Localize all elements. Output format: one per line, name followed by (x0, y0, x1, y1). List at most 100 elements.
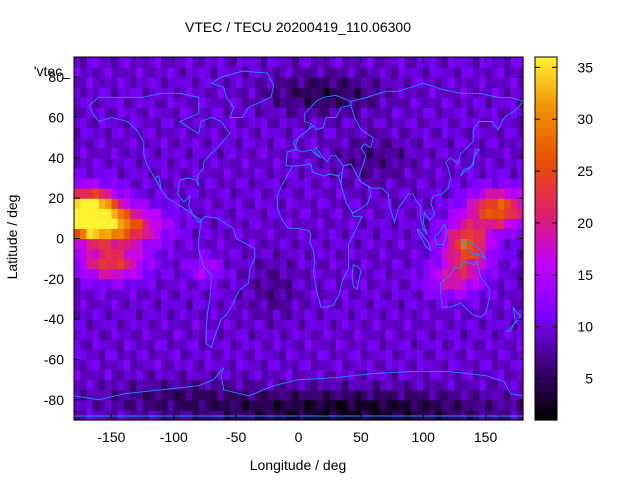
heatmap-cell (130, 409, 137, 421)
heatmap-cell (460, 399, 468, 411)
heatmap-cell (211, 147, 219, 159)
heatmap-cell (204, 117, 212, 129)
heatmap-cell (479, 97, 487, 109)
heatmap-cell (335, 349, 343, 361)
heatmap-cell (248, 137, 256, 149)
heatmap-cell (329, 67, 337, 78)
heatmap-cell (404, 258, 412, 270)
heatmap-cell (204, 268, 212, 280)
heatmap-cell (504, 178, 512, 189)
colorbar-segment (535, 141, 557, 146)
heatmap-cell (123, 147, 131, 159)
heatmap-cell (510, 389, 518, 401)
heatmap-cell (267, 77, 275, 88)
heatmap-cell (111, 188, 119, 199)
heatmap-cell (211, 258, 219, 270)
heatmap-cell (192, 218, 200, 230)
heatmap-cell (298, 208, 306, 219)
heatmap-cell (398, 238, 406, 250)
heatmap-cell (491, 77, 499, 88)
heatmap-cell (504, 218, 512, 230)
heatmap-cell (236, 167, 243, 179)
heatmap-cell (279, 208, 287, 219)
heatmap-cell (105, 107, 113, 119)
heatmap-cell (161, 77, 169, 88)
heatmap-cell (192, 208, 200, 219)
heatmap-cell (454, 178, 462, 189)
heatmap-cell (466, 319, 474, 330)
heatmap-cell (229, 57, 237, 68)
heatmap-cell (342, 208, 349, 219)
heatmap-cell (248, 309, 256, 320)
heatmap-cell (86, 349, 94, 361)
heatmap-cell (80, 127, 88, 139)
heatmap-cell (448, 369, 456, 381)
heatmap-cell (454, 268, 462, 280)
heatmap-cell (385, 268, 393, 280)
heatmap-cell (435, 107, 443, 119)
heatmap-cell (211, 117, 219, 129)
colorbar-segment (535, 202, 557, 206)
heatmap-cell (123, 278, 131, 290)
colorbar-segment (535, 187, 557, 191)
heatmap-cell (248, 399, 256, 411)
heatmap-cell (130, 157, 137, 169)
heatmap-cell (254, 157, 262, 169)
heatmap-cell (217, 137, 225, 149)
heatmap-cell (479, 137, 487, 149)
heatmap-cell (223, 157, 231, 169)
heatmap-cell (404, 319, 412, 330)
heatmap-cell (86, 67, 94, 78)
heatmap-cell (254, 188, 262, 199)
heatmap-cell (373, 278, 381, 290)
heatmap-cell (410, 319, 418, 330)
heatmap-cell (86, 399, 94, 411)
heatmap-cell (80, 218, 88, 230)
heatmap-cell (92, 379, 100, 391)
heatmap-cell (261, 299, 268, 310)
heatmap-cell (98, 359, 106, 371)
heatmap-cell (498, 218, 505, 230)
heatmap-cell (130, 369, 137, 381)
heatmap-cell (435, 167, 443, 179)
heatmap-cell (310, 157, 318, 169)
heatmap-cell (423, 188, 431, 199)
heatmap-cell (479, 238, 487, 250)
heatmap-cell (261, 137, 268, 149)
heatmap-cell (211, 77, 219, 88)
heatmap-cell (342, 137, 349, 149)
y-tick-label: -40 (44, 311, 64, 327)
heatmap-cell (142, 369, 150, 381)
heatmap-cell (180, 77, 187, 88)
heatmap-cell (392, 369, 399, 381)
heatmap-cell (416, 349, 424, 361)
heatmap-cell (267, 329, 275, 340)
heatmap-cell (167, 178, 175, 189)
heatmap-cell (123, 167, 131, 179)
heatmap-cell (323, 299, 331, 310)
heatmap-cell (105, 208, 113, 219)
heatmap-cell (198, 218, 206, 230)
heatmap-cell (379, 248, 387, 260)
heatmap-cell (398, 147, 406, 159)
heatmap-cell (516, 157, 524, 169)
heatmap-cell (416, 258, 424, 270)
heatmap-cell (136, 369, 144, 381)
heatmap-cell (248, 147, 256, 159)
heatmap-cell (130, 228, 137, 240)
heatmap-cell (80, 299, 88, 310)
heatmap-cell (86, 278, 94, 290)
heatmap-cell (435, 409, 443, 421)
heatmap-cell (279, 299, 287, 310)
heatmap-cell (454, 67, 462, 78)
heatmap-cell (211, 248, 219, 260)
heatmap-cell (80, 178, 88, 189)
heatmap-cell (498, 107, 505, 119)
heatmap-cell (292, 77, 300, 88)
heatmap-cell (229, 369, 237, 381)
heatmap-cell (379, 268, 387, 280)
heatmap-cell (261, 268, 268, 280)
heatmap-cell (204, 369, 212, 381)
heatmap-cell (254, 218, 262, 230)
heatmap-cell (317, 369, 325, 381)
